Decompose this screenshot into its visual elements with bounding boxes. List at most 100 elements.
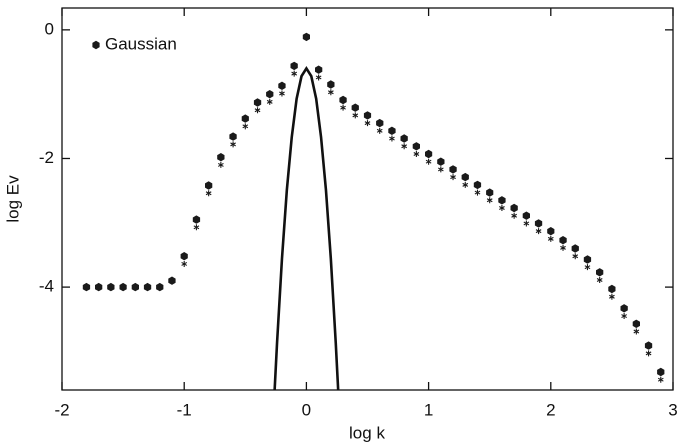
point xyxy=(486,188,494,197)
point xyxy=(95,282,103,292)
point xyxy=(119,282,127,292)
point xyxy=(205,190,212,197)
point xyxy=(571,244,579,253)
point xyxy=(192,215,201,224)
x-axis-label: log k xyxy=(349,423,385,442)
point xyxy=(180,252,188,261)
point xyxy=(645,350,652,357)
point xyxy=(425,158,432,165)
point xyxy=(560,244,566,251)
point xyxy=(205,181,213,190)
point xyxy=(363,111,372,120)
point xyxy=(547,235,554,242)
point xyxy=(633,328,640,335)
point xyxy=(217,161,224,168)
legend-marker xyxy=(92,40,100,50)
point xyxy=(535,228,542,235)
point xyxy=(351,103,359,112)
curve xyxy=(273,66,340,390)
point xyxy=(230,141,236,148)
point xyxy=(352,112,359,119)
point xyxy=(376,118,384,128)
legend-label: Gaussian xyxy=(105,34,177,53)
point xyxy=(657,376,664,383)
point xyxy=(437,157,445,166)
point xyxy=(596,277,603,284)
point xyxy=(413,150,420,157)
point xyxy=(217,153,225,162)
point xyxy=(425,149,433,159)
point xyxy=(279,90,285,97)
point xyxy=(499,205,505,212)
point xyxy=(302,32,310,42)
point xyxy=(241,114,249,123)
point xyxy=(253,98,262,107)
point xyxy=(340,104,346,111)
point xyxy=(644,341,653,350)
point xyxy=(327,80,335,89)
point xyxy=(266,90,274,99)
point xyxy=(632,319,640,328)
x-tick-label: 3 xyxy=(668,400,677,419)
x-tick-label: -2 xyxy=(54,400,69,419)
point xyxy=(584,264,591,271)
point xyxy=(193,224,200,231)
x-tick-label: -1 xyxy=(177,400,192,419)
point xyxy=(486,197,493,204)
point xyxy=(473,180,482,190)
point xyxy=(462,181,469,188)
x-tick-label: 0 xyxy=(302,400,311,419)
point xyxy=(437,166,444,173)
point xyxy=(376,127,383,134)
point xyxy=(388,126,396,135)
point xyxy=(412,142,420,151)
point xyxy=(290,61,298,71)
point xyxy=(364,120,371,127)
point xyxy=(609,293,615,300)
point xyxy=(450,174,456,181)
point xyxy=(534,219,543,228)
point xyxy=(400,134,408,143)
point xyxy=(82,282,91,292)
point xyxy=(583,255,592,264)
point xyxy=(291,70,298,77)
point xyxy=(181,260,188,267)
point xyxy=(608,284,616,294)
point xyxy=(401,143,408,150)
point xyxy=(461,172,469,182)
point xyxy=(572,253,579,260)
x-tick-label: 1 xyxy=(424,400,433,419)
point xyxy=(229,132,237,141)
y-tick-label: -2 xyxy=(39,148,54,167)
point xyxy=(547,227,555,236)
point xyxy=(621,313,627,320)
point xyxy=(511,212,518,219)
point xyxy=(389,135,395,142)
point xyxy=(510,203,518,213)
point xyxy=(254,107,261,114)
point xyxy=(156,282,164,292)
y-tick-label: -4 xyxy=(39,277,54,296)
plot-frame xyxy=(61,7,674,391)
y-tick-label: 0 xyxy=(45,19,54,38)
point xyxy=(315,74,322,81)
point xyxy=(242,123,249,130)
point xyxy=(266,98,273,105)
x-tick-label: 2 xyxy=(546,400,555,419)
point xyxy=(449,165,457,174)
point xyxy=(131,282,139,292)
point xyxy=(596,268,604,277)
point xyxy=(107,282,115,292)
point xyxy=(523,220,530,227)
point xyxy=(315,65,323,74)
y-axis-label: log Ev xyxy=(3,175,22,223)
point xyxy=(327,89,334,96)
point xyxy=(522,211,530,220)
point xyxy=(474,189,481,196)
point xyxy=(143,282,152,292)
point xyxy=(339,95,347,105)
point xyxy=(657,367,665,377)
point xyxy=(168,276,176,285)
point xyxy=(498,196,506,205)
